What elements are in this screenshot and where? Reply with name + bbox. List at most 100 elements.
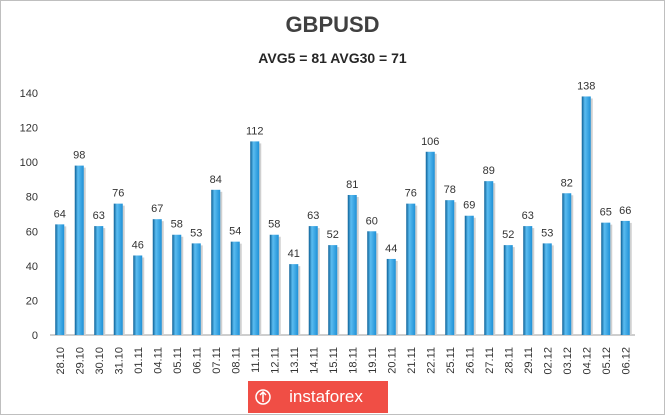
y-tick-label: 80: [26, 192, 38, 204]
bar: [503, 245, 513, 335]
bar-value-label: 58: [268, 219, 280, 231]
y-tick-label: 40: [26, 261, 38, 273]
bar: [94, 226, 104, 335]
x-tick-label: 04.11: [152, 347, 164, 374]
instaforex-logo-icon: [255, 389, 271, 405]
bar: [484, 181, 494, 335]
bar: [620, 220, 630, 335]
x-tick-label: 29.10: [74, 347, 86, 375]
x-tick-label: 05.12: [601, 347, 613, 375]
chart-title: GBPUSD: [285, 12, 380, 37]
x-tick-label: 03.12: [562, 347, 574, 375]
bar-value-label: 46: [132, 239, 144, 251]
x-tick-label: 04.12: [581, 347, 593, 375]
bar-value-label: 89: [483, 165, 495, 177]
x-tick-label: 27.11: [484, 347, 496, 374]
x-tick-label: 18.11: [347, 347, 359, 374]
chart-subtitle: AVG5 = 81 AVG30 = 71: [258, 50, 407, 66]
bar-value-label: 60: [366, 215, 378, 227]
x-tick-label: 31.10: [113, 347, 125, 375]
bar-value-label: 76: [112, 188, 124, 200]
x-tick-label: 12.11: [269, 347, 281, 374]
bar-value-label: 63: [307, 210, 319, 222]
x-tick-label: 19.11: [367, 347, 379, 374]
bar: [347, 194, 357, 335]
bar-value-label: 44: [385, 243, 397, 255]
bar: [445, 200, 455, 335]
bar: [581, 96, 591, 335]
bar-value-label: 63: [93, 210, 105, 222]
x-tick-label: 07.11: [211, 347, 223, 374]
bar-value-label: 41: [288, 248, 300, 260]
bar: [523, 226, 533, 335]
bar: [152, 219, 162, 335]
x-tick-label: 30.10: [94, 347, 106, 375]
bar-value-label: 53: [190, 227, 202, 239]
bar-value-label: 53: [541, 227, 553, 239]
x-tick-label: 28.10: [55, 347, 67, 375]
x-tick-label: 14.11: [308, 347, 320, 374]
y-tick-label: 140: [20, 88, 38, 100]
x-tick-label: 01.11: [133, 347, 145, 374]
bar: [133, 255, 143, 335]
bar: [367, 231, 377, 335]
y-tick-label: 0: [32, 330, 38, 342]
bar-value-label: 63: [522, 210, 534, 222]
x-tick-label: 26.11: [464, 347, 476, 374]
bar: [328, 245, 338, 335]
bar: [113, 203, 123, 335]
bar-value-label: 76: [405, 188, 417, 200]
bar-value-label: 81: [346, 179, 358, 191]
bar-value-label: 67: [151, 203, 163, 215]
bar-value-label: 66: [619, 205, 631, 217]
x-tick-label: 21.11: [406, 347, 418, 374]
bar-value-label: 52: [502, 229, 514, 241]
x-tick-label: 15.11: [328, 347, 340, 374]
bar-value-label: 106: [421, 136, 439, 148]
bar: [406, 203, 416, 335]
y-tick-label: 120: [20, 123, 38, 135]
bar: [74, 165, 84, 335]
x-tick-label: 22.11: [425, 347, 437, 374]
instaforex-logo-badge: instaforex: [248, 381, 388, 413]
x-tick-label: 06.11: [191, 347, 203, 374]
bar: [172, 234, 182, 335]
bar-value-label: 52: [327, 229, 339, 241]
y-tick-label: 20: [26, 295, 38, 307]
bar: [386, 258, 396, 335]
bar-value-label: 54: [229, 226, 241, 238]
bar-value-label: 84: [210, 174, 222, 186]
bar: [464, 215, 474, 335]
bar-value-label: 78: [444, 184, 456, 196]
y-tick-label: 60: [26, 226, 38, 238]
bar-value-label: 65: [600, 207, 612, 219]
bar: [601, 222, 611, 335]
bar-value-label: 58: [171, 219, 183, 231]
bar-value-label: 82: [561, 177, 573, 189]
bar: [289, 264, 299, 335]
bar: [269, 234, 279, 335]
x-tick-label: 11.11: [250, 347, 262, 373]
bar-value-label: 98: [73, 150, 85, 162]
bar: [191, 243, 201, 335]
x-tick-label: 25.11: [445, 347, 457, 374]
bar: [55, 224, 65, 335]
x-tick-label: 13.11: [289, 347, 301, 374]
x-tick-label: 29.11: [523, 347, 535, 374]
x-tick-label: 08.11: [230, 347, 242, 374]
bar: [425, 151, 435, 335]
bar: [250, 141, 260, 335]
bar-value-label: 69: [463, 200, 475, 212]
x-tick-label: 20.11: [386, 347, 398, 374]
bar: [211, 189, 221, 335]
bar: [308, 226, 318, 335]
x-tick-label: 05.11: [172, 347, 184, 374]
x-tick-label: 02.12: [542, 347, 554, 375]
x-tick-label: 28.11: [503, 347, 515, 374]
bar-value-label: 112: [246, 125, 264, 137]
bar-value-label: 64: [54, 208, 66, 220]
x-tick-label: 06.12: [620, 347, 632, 375]
bar-value-label: 138: [577, 80, 595, 92]
instaforex-logo-text: instaforex: [289, 387, 363, 406]
